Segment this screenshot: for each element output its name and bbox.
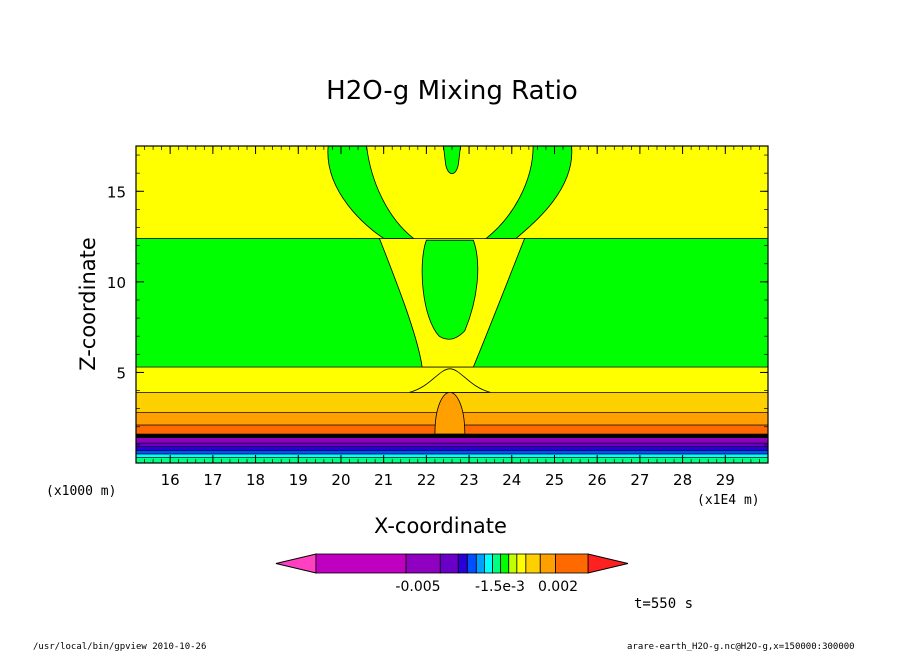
plot-area (135, 145, 769, 464)
colorbar-segment (500, 553, 510, 574)
x-tick-label: 29 (716, 471, 735, 489)
x-tick-label: 20 (331, 471, 350, 489)
colorbar-segment (466, 553, 477, 574)
y-tick-label: 5 (116, 364, 126, 382)
colorbar-segment (555, 553, 589, 574)
x-tick-label: 28 (673, 471, 692, 489)
contour-layer (135, 437, 769, 444)
contour-layer (135, 450, 769, 455)
x-tick-label: 22 (417, 471, 436, 489)
x-tick-label: 16 (161, 471, 180, 489)
colorbar-segment (475, 553, 485, 574)
contour-layer (135, 442, 769, 447)
colorbar-segment (439, 553, 459, 574)
x-tick-label: 25 (545, 471, 564, 489)
contour-layer (135, 453, 769, 458)
chart-title: H2O-g Mixing Ratio (326, 76, 578, 106)
colorbar-segment (508, 553, 518, 574)
y-axis-label: Z-coordinate (76, 237, 100, 371)
x-tick-label: 21 (374, 471, 393, 489)
contour-green-top-right (484, 145, 573, 239)
x-axis-unit: (x1E4 m) (697, 493, 760, 508)
y-tick-label: 15 (107, 183, 126, 201)
x-tick-label: 26 (588, 471, 607, 489)
contour-orange-core (434, 391, 466, 435)
colorbar-tick-label: -0.005 (395, 579, 440, 595)
axes: 16 17 18 19 20 21 22 23 24 25 26 27 28 29 5 10 15 (107, 145, 769, 489)
contour-layer (135, 446, 769, 451)
contour-green-top-left (327, 145, 415, 239)
y-axis-unit: (x1000 m) (46, 484, 117, 499)
colorbar-segment (405, 553, 441, 574)
colorbar-segment (457, 553, 468, 574)
colorbar-extend-left (275, 553, 317, 574)
x-axis-label: X-coordinate (374, 514, 507, 538)
colorbar-tick-label: 0.002 (538, 579, 578, 595)
colorbar-tick-label: -1.5e-3 (475, 579, 525, 595)
colorbar-segment (492, 553, 502, 574)
contour-green-core (421, 239, 479, 340)
x-tick-label: 17 (203, 471, 222, 489)
x-tick-label: 27 (630, 471, 649, 489)
contour-green-top-center (443, 145, 461, 175)
colorbar-extend-right (587, 553, 629, 574)
colorbar-segment (539, 553, 556, 574)
colorbar-segment (315, 553, 407, 574)
colorbar-segment (516, 553, 527, 574)
x-tick-label: 18 (246, 471, 265, 489)
time-label: t=550 s (634, 596, 694, 612)
colorbar-segment (525, 553, 541, 574)
contour-layer (135, 433, 769, 438)
footer-left: /usr/local/bin/gpview 2010-10-26 (33, 642, 207, 652)
y-tick-label: 10 (107, 274, 126, 292)
colorbar: -0.005 -1.5e-3 0.002 (275, 553, 629, 595)
x-tick-label: 19 (289, 471, 308, 489)
colorbar-segment (484, 553, 493, 574)
contour-bump (409, 368, 491, 393)
x-tick-label: 23 (460, 471, 479, 489)
x-tick-label: 24 (502, 471, 521, 489)
footer-right: arare-earth_H2O-g.nc@H2O-g,x=150000:3000… (627, 642, 855, 652)
